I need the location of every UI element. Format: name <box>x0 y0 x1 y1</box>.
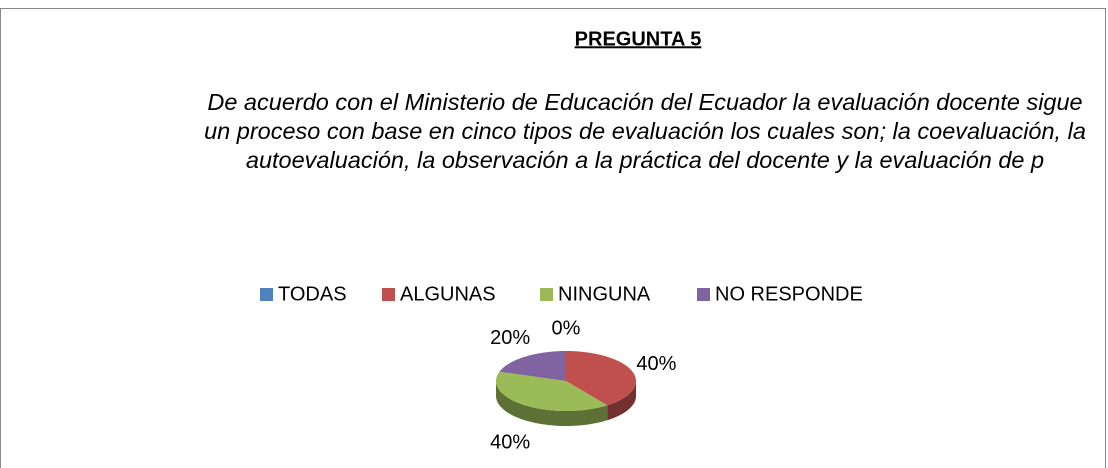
legend-swatch <box>540 288 553 301</box>
pie-side <box>496 381 608 426</box>
legend-label: NO RESPONDE <box>715 283 863 305</box>
legend-label: TODAS <box>278 283 347 305</box>
legend-label: NINGUNA <box>558 283 651 305</box>
frame <box>0 8 1106 468</box>
data-label: 40% <box>490 431 530 453</box>
pie-slice <box>566 351 636 406</box>
legend-label: ALGUNAS <box>400 283 496 305</box>
chart-subtitle: De acuerdo con el Ministerio de Educació… <box>204 89 1086 173</box>
pie-side <box>607 381 636 421</box>
chart-title: PREGUNTA 5 <box>575 28 702 50</box>
pie-slice <box>499 351 566 381</box>
legend-swatch <box>260 288 273 301</box>
legend-swatch <box>382 288 395 301</box>
data-label: 40% <box>636 353 676 375</box>
data-label: 20% <box>490 327 530 349</box>
pie-slice <box>496 371 608 411</box>
data-label: 0% <box>552 317 581 339</box>
legend-swatch <box>697 288 710 301</box>
